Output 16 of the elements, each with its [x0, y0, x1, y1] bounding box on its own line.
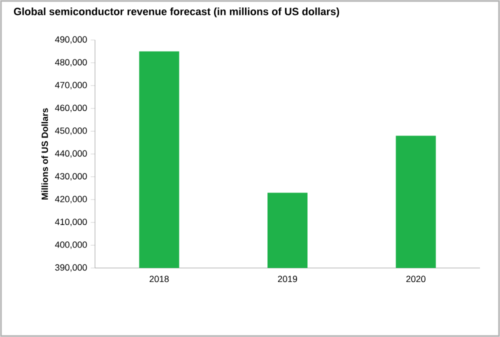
x-tick-label: 2019: [278, 276, 298, 282]
y-tick-label: 420,000: [55, 196, 87, 204]
y-axis-title: Millions of US Dollars: [41, 108, 48, 200]
y-tick-label: 470,000: [55, 82, 87, 90]
chart-title: Global semiconductor revenue forecast (in millions of US dollars): [14, 8, 340, 18]
y-tick-label: 480,000: [55, 59, 87, 66]
y-tick-label: 430,000: [55, 173, 87, 180]
x-tick-label: 2020: [406, 276, 426, 282]
y-tick-label: 410,000: [55, 218, 87, 226]
x-tick-label: 2018: [150, 276, 169, 282]
y-tick-label: 460,000: [55, 104, 87, 112]
y-tick-label: 390,000: [55, 264, 87, 272]
y-tick-label: 450,000: [55, 127, 87, 135]
y-tick-label: 440,000: [55, 150, 87, 158]
y-tick-label: 400,000: [55, 241, 87, 249]
y-tick-label: 490,000: [55, 36, 87, 44]
